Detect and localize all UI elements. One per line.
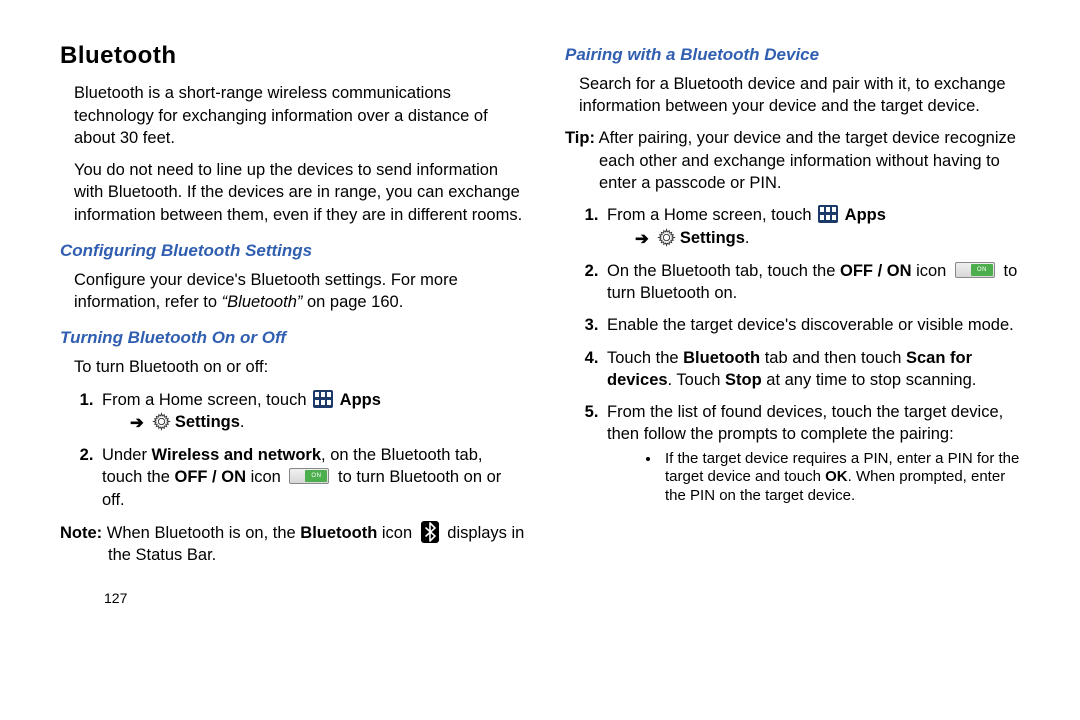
intro-paragraph-1: Bluetooth is a short-range wireless comm…	[74, 82, 525, 149]
apps-label: Apps	[340, 391, 381, 409]
pstep4-mid1: tab and then touch	[760, 349, 906, 367]
pairing-steps-list: From a Home screen, touch Apps ➔ Settings…	[579, 204, 1030, 506]
apps-icon	[818, 205, 838, 223]
subheading-turning: Turning Bluetooth On or Off	[60, 327, 525, 350]
settings-icon	[152, 412, 171, 431]
pair-sublist: If the target device requires a PIN, ent…	[643, 450, 1030, 506]
settings-icon	[657, 228, 676, 247]
step2-pre: Under	[102, 446, 152, 464]
left-column: Bluetooth Bluetooth is a short-range wir…	[60, 40, 525, 700]
pstep4-pre: Touch the	[607, 349, 683, 367]
turn-intro: To turn Bluetooth on or off:	[74, 356, 525, 378]
step2-bold1: Wireless and network	[152, 446, 322, 464]
pstep1-pre: From a Home screen, touch	[607, 206, 816, 224]
pstep5: From the list of found devices, touch th…	[607, 403, 1003, 443]
step1-text-pre: From a Home screen, touch	[102, 391, 311, 409]
toggle-knob: ON	[971, 264, 993, 276]
pair-step-4: Touch the Bluetooth tab and then touch S…	[603, 347, 1030, 392]
bluetooth-icon	[421, 521, 439, 543]
intro-paragraph-2: You do not need to line up the devices t…	[74, 159, 525, 226]
pstep4-mid2: . Touch	[668, 371, 725, 389]
toggle-knob: ON	[305, 470, 327, 482]
settings-label: Settings	[175, 413, 240, 431]
subheading-pairing: Pairing with a Bluetooth Device	[565, 44, 1030, 67]
note-mid: icon	[377, 524, 416, 542]
pair-step-2: On the Bluetooth tab, touch the OFF / ON…	[603, 260, 1030, 305]
note-bold: Bluetooth	[300, 524, 377, 542]
pair-step-1: From a Home screen, touch Apps ➔ Settings…	[603, 204, 1030, 250]
pstep4-post: at any time to stop scanning.	[762, 371, 977, 389]
apps-icon	[313, 390, 333, 408]
manual-page: Bluetooth Bluetooth is a short-range wir…	[0, 0, 1080, 720]
pair-step-3: Enable the target device's discoverable …	[603, 314, 1030, 336]
config-paragraph: Configure your device's Bluetooth settin…	[74, 269, 525, 314]
note-pre: When Bluetooth is on, the	[102, 524, 300, 542]
tip-body: After pairing, your device and the targe…	[595, 129, 1016, 192]
apps-label: Apps	[845, 206, 886, 224]
tip-block: Tip: After pairing, your device and the …	[565, 127, 1030, 194]
step-1: From a Home screen, touch Apps ➔ Settings…	[98, 389, 525, 435]
step-2: Under Wireless and network, on the Bluet…	[98, 444, 525, 511]
subheading-configuring: Configuring Bluetooth Settings	[60, 240, 525, 263]
settings-label: Settings	[680, 229, 745, 247]
pstep4-bold3: Stop	[725, 371, 762, 389]
pstep2-bold: OFF / ON	[840, 262, 912, 280]
arrow-icon: ➔	[635, 228, 649, 250]
arrow-icon: ➔	[130, 412, 144, 434]
config-text-post: on page 160.	[302, 293, 403, 311]
toggle-on-icon: ON	[289, 468, 329, 484]
pstep2-pre: On the Bluetooth tab, touch the	[607, 262, 840, 280]
step2-bold2: OFF / ON	[174, 468, 246, 486]
tip-label: Tip:	[565, 129, 595, 147]
turning-steps-list: From a Home screen, touch Apps ➔ Settings…	[74, 389, 525, 511]
note-label: Note:	[60, 524, 102, 542]
section-title: Bluetooth	[60, 40, 525, 72]
pair-bullet: If the target device requires a PIN, ent…	[661, 450, 1030, 506]
pair-intro: Search for a Bluetooth device and pair w…	[579, 73, 1030, 118]
pair-step-5: From the list of found devices, touch th…	[603, 401, 1030, 506]
bullet-bold: OK	[825, 468, 848, 485]
right-column: Pairing with a Bluetooth Device Search f…	[565, 40, 1030, 700]
toggle-on-icon: ON	[955, 262, 995, 278]
pstep4-bold1: Bluetooth	[683, 349, 760, 367]
note-block: Note: When Bluetooth is on, the Bluetoot…	[60, 521, 525, 567]
step2-mid2: icon	[246, 468, 285, 486]
pstep2-mid: icon	[912, 262, 951, 280]
config-ref: “Bluetooth”	[222, 293, 303, 311]
page-number: 127	[104, 589, 525, 608]
